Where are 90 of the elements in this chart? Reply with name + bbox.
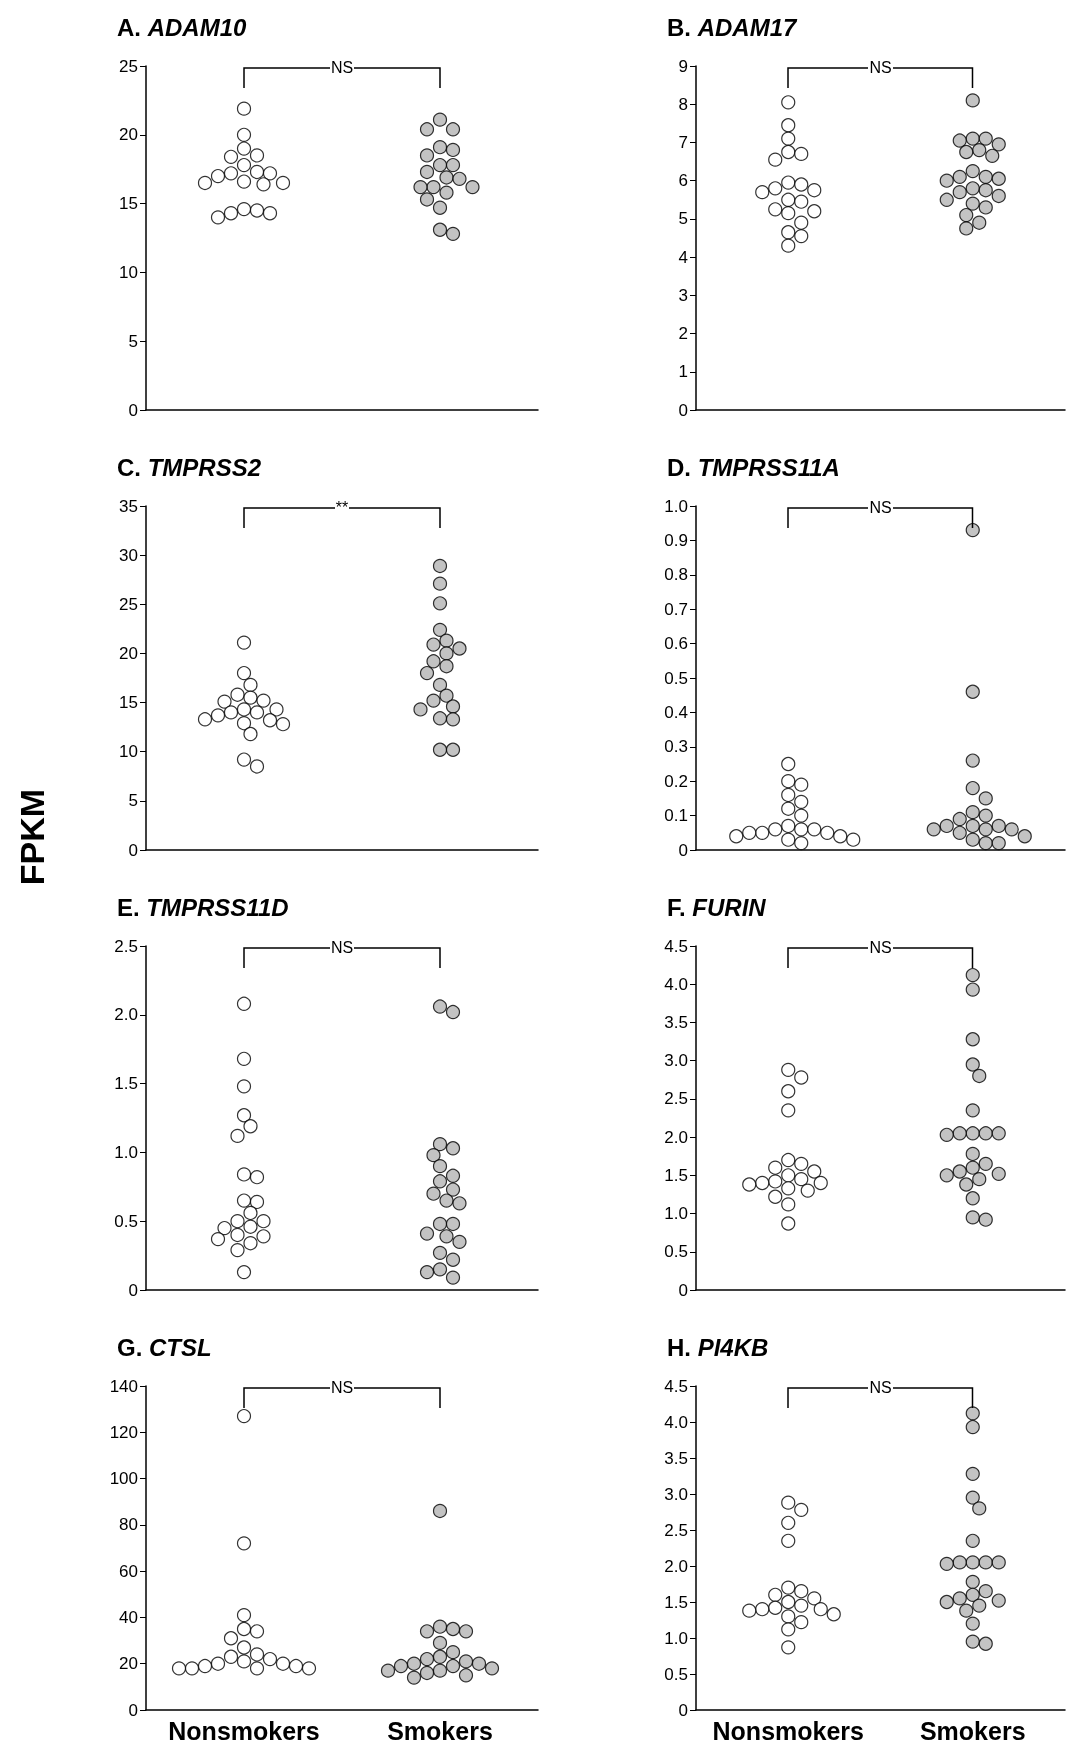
y-tick-label: 3 (678, 285, 688, 305)
y-tick-label: 4 (678, 247, 688, 267)
y-tick-label: 0 (128, 1280, 138, 1300)
y-tick-label: 0 (128, 1700, 138, 1720)
y-tick-label: 3.0 (664, 1051, 688, 1071)
y-tick-label: 20 (119, 125, 138, 145)
annotation: NS (868, 499, 893, 516)
y-tick-label: 0.6 (664, 634, 688, 654)
y-tick-label: 2.0 (664, 1127, 688, 1147)
y-tick-label: 1.5 (664, 1592, 688, 1612)
y-tick-label: 2.5 (664, 1089, 688, 1109)
y-tick-label: 1.5 (664, 1165, 688, 1185)
y-tick-label: 0 (128, 400, 138, 420)
y-tick-label: 25 (119, 594, 138, 614)
y-tick-label: 80 (119, 1515, 138, 1535)
y-tick-label: 3.5 (664, 1012, 688, 1032)
y-tick-label: 9 (678, 56, 688, 76)
chart-title: G. CTSL (117, 1333, 212, 1361)
y-tick-label: 0 (128, 840, 138, 860)
x-tick-label: Smokers (919, 1716, 1026, 1745)
x-tick-label: Nonsmokers (168, 1716, 320, 1745)
y-tick-label: 100 (109, 1469, 138, 1489)
annotation: NS (329, 939, 355, 956)
y-axis-title: FPKM (12, 788, 52, 886)
y-tick-label: 2.0 (664, 1556, 688, 1576)
y-tick-label: 0.3 (664, 737, 688, 757)
y-tick-label: 0 (678, 1280, 688, 1300)
annotation: NS (868, 59, 893, 76)
y-tick-label: 1.0 (114, 1142, 138, 1162)
y-tick-label: 1 (678, 362, 688, 382)
y-tick-label: 40 (119, 1607, 138, 1627)
y-tick-label: 0 (678, 400, 688, 420)
y-tick-label: 30 (119, 545, 138, 565)
y-tick-label: 2.5 (114, 936, 138, 956)
chart-title: E. TMPRSS11D (117, 893, 289, 921)
y-tick-label: 15 (119, 693, 138, 713)
chart-title: D. TMPRSS11A (667, 453, 840, 481)
chart-title: B. ADAM17 (667, 13, 798, 41)
y-tick-label: 0.5 (664, 668, 688, 688)
y-tick-label: 0 (678, 1700, 688, 1720)
y-tick-label: 2.5 (664, 1520, 688, 1540)
y-tick-label: 25 (119, 56, 138, 76)
y-tick-label: 4.0 (664, 974, 688, 994)
chart-title: C. TMPRSS2 (117, 453, 262, 481)
y-tick-label: 3.5 (664, 1448, 688, 1468)
y-tick-label: 7 (678, 132, 688, 152)
y-tick-label: 3.0 (664, 1484, 688, 1504)
annotation: NS (329, 59, 355, 76)
y-tick-label: 5 (128, 791, 138, 811)
y-tick-label: 1.0 (664, 1204, 688, 1224)
y-tick-label: 1.0 (664, 496, 688, 516)
y-tick-label: 0.5 (664, 1664, 688, 1684)
y-tick-label: 2.0 (114, 1005, 138, 1025)
y-tick-label: 1.0 (664, 1628, 688, 1648)
y-tick-label: 0.4 (664, 702, 688, 722)
x-tick-label: Nonsmokers (712, 1716, 864, 1745)
y-tick-label: 5 (128, 331, 138, 351)
annotation: NS (329, 1379, 355, 1396)
y-tick-label: 4.0 (664, 1412, 688, 1432)
y-tick-label: 35 (119, 496, 138, 516)
y-tick-label: 15 (119, 194, 138, 214)
y-tick-label: 5 (678, 209, 688, 229)
y-tick-label: 4.5 (664, 1376, 688, 1396)
y-tick-label: 60 (119, 1561, 138, 1581)
y-tick-label: 120 (109, 1422, 138, 1442)
y-tick-label: 6 (678, 171, 688, 191)
y-tick-label: 0.9 (664, 530, 688, 550)
y-tick-label: 1.5 (114, 1074, 138, 1094)
y-tick-label: 2 (678, 324, 688, 344)
x-tick-label: Smokers (387, 1716, 493, 1745)
y-tick-label: 0.7 (664, 599, 688, 619)
y-tick-label: 20 (119, 643, 138, 663)
y-tick-label: 20 (119, 1654, 138, 1674)
y-tick-label: 140 (109, 1376, 138, 1396)
chart-title: F. FURIN (667, 893, 767, 921)
y-tick-label: 4.5 (664, 936, 688, 956)
annotation: ** (334, 499, 350, 516)
y-tick-label: 0.5 (114, 1211, 138, 1231)
y-tick-label: 10 (119, 742, 138, 762)
y-tick-label: 10 (119, 262, 138, 282)
chart-title: A. ADAM10 (117, 13, 247, 41)
y-tick-label: 0.8 (664, 565, 688, 585)
chart-title: H. PI4KB (667, 1333, 769, 1361)
y-tick-label: 0.5 (664, 1242, 688, 1262)
y-tick-label: 0 (678, 840, 688, 860)
y-tick-label: 8 (678, 94, 688, 114)
annotation: NS (868, 939, 893, 956)
y-tick-label: 0.1 (664, 806, 688, 826)
y-tick-label: 0.2 (664, 771, 688, 791)
annotation: NS (868, 1379, 893, 1396)
